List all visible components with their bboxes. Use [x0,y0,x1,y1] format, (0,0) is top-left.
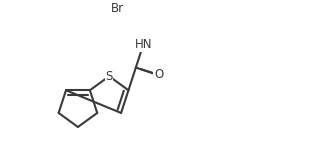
Text: HN: HN [135,38,152,51]
Text: Br: Br [111,2,124,15]
Text: O: O [154,69,163,81]
Text: S: S [105,70,113,83]
